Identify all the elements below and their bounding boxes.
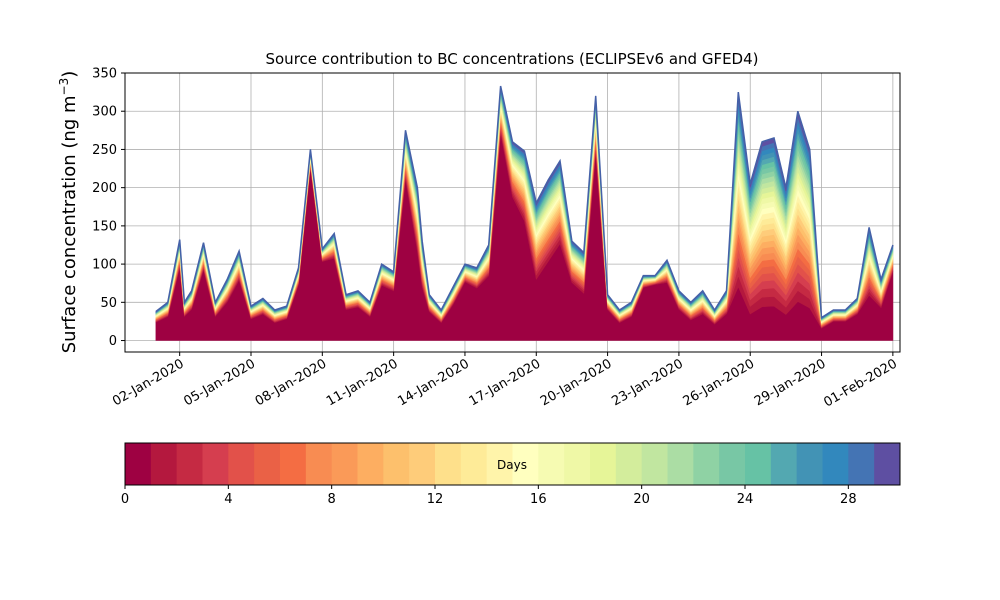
colorbar-cell-14 bbox=[486, 443, 513, 485]
colorbar: Days 0 4 8 12 16 20 24 28 bbox=[121, 442, 901, 507]
colorbar-cell-0 bbox=[125, 443, 152, 485]
colorbar-cell-4 bbox=[228, 443, 255, 485]
colorbar-cell-18 bbox=[590, 443, 617, 485]
total-line-group bbox=[155, 85, 894, 319]
x-tick-label: 11-Jan-2020 bbox=[324, 356, 401, 409]
colorbar-cell-20 bbox=[641, 443, 668, 485]
y-tick-label: 200 bbox=[92, 181, 117, 196]
colorbar-cells bbox=[125, 443, 901, 485]
colorbar-cell-29 bbox=[874, 443, 901, 485]
colorbar-cell-12 bbox=[435, 443, 462, 485]
colorbar-tick-label: 12 bbox=[427, 492, 444, 507]
colorbar-cell-1 bbox=[150, 443, 178, 485]
y-axis-label-close: ) bbox=[59, 71, 80, 78]
x-tick-label: 01-Feb-2020 bbox=[821, 356, 900, 410]
x-axis: 02-Jan-202005-Jan-202008-Jan-202011-Jan-… bbox=[110, 352, 900, 410]
x-tick-label: 05-Jan-2020 bbox=[181, 356, 258, 409]
colorbar-cell-7 bbox=[305, 443, 333, 485]
colorbar-cell-22 bbox=[693, 443, 720, 485]
colorbar-ticks: 0 4 8 12 16 20 24 28 bbox=[121, 485, 857, 507]
area-plot: 0 50 100 150 200 250 300 350 02-Jan-202005-Jan-… bbox=[92, 67, 901, 410]
colorbar-tick-label: 4 bbox=[224, 492, 232, 507]
total-line bbox=[155, 85, 894, 319]
colorbar-tick-label: 8 bbox=[328, 492, 336, 507]
colorbar-cell-2 bbox=[176, 443, 203, 485]
colorbar-cell-26 bbox=[796, 443, 823, 485]
colorbar-cell-8 bbox=[331, 443, 358, 485]
y-tick-label: 300 bbox=[92, 105, 117, 120]
y-tick-label: 50 bbox=[100, 296, 117, 311]
y-axis-label: Surface concentration (ng m−3) bbox=[57, 71, 80, 354]
x-tick-label: 26-Jan-2020 bbox=[681, 356, 758, 409]
colorbar-cell-25 bbox=[770, 443, 798, 485]
colorbar-cell-16 bbox=[538, 443, 565, 485]
colorbar-cell-15 bbox=[512, 443, 539, 485]
colorbar-tick-label: 0 bbox=[121, 492, 129, 507]
colorbar-frame bbox=[124, 442, 901, 486]
x-tick-label: 02-Jan-2020 bbox=[110, 356, 187, 409]
x-tick-label: 08-Jan-2020 bbox=[253, 356, 330, 409]
colorbar-cell-13 bbox=[460, 443, 488, 485]
y-tick-label: 150 bbox=[92, 219, 117, 234]
colorbar-tick-label: 16 bbox=[530, 492, 547, 507]
colorbar-cell-17 bbox=[564, 443, 591, 485]
y-tick-label: 0 bbox=[109, 334, 117, 349]
colorbar-cell-10 bbox=[383, 443, 410, 485]
chart-title: Source contribution to BC concentrations… bbox=[265, 50, 758, 68]
colorbar-tick-label: 24 bbox=[737, 492, 754, 507]
colorbar-cell-28 bbox=[848, 443, 875, 485]
x-tick-label: 29-Jan-2020 bbox=[752, 356, 829, 409]
y-tick-label: 350 bbox=[92, 67, 117, 82]
x-tick-label: 23-Jan-2020 bbox=[609, 356, 686, 409]
colorbar-label: Days bbox=[497, 458, 527, 472]
x-tick-label: 17-Jan-2020 bbox=[467, 356, 544, 409]
colorbar-cell-5 bbox=[254, 443, 281, 485]
colorbar-tick-label: 28 bbox=[840, 492, 857, 507]
colorbar-cell-3 bbox=[202, 443, 229, 485]
y-tick-label: 250 bbox=[92, 143, 117, 158]
y-axis: 0 50 100 150 200 250 300 350 bbox=[92, 67, 125, 349]
y-axis-label-superscript: −3 bbox=[57, 78, 71, 96]
x-tick-label: 20-Jan-2020 bbox=[538, 356, 615, 409]
colorbar-cell-27 bbox=[822, 443, 849, 485]
x-tick-label: 14-Jan-2020 bbox=[395, 356, 472, 409]
y-axis-label-main: Surface concentration (ng m bbox=[59, 95, 80, 353]
colorbar-tick-label: 20 bbox=[633, 492, 650, 507]
plot-frame bbox=[124, 72, 901, 353]
colorbar-cell-6 bbox=[280, 443, 307, 485]
colorbar-cell-24 bbox=[745, 443, 772, 485]
colorbar-cell-9 bbox=[357, 443, 384, 485]
colorbar-cell-11 bbox=[409, 443, 436, 485]
colorbar-cell-19 bbox=[615, 443, 643, 485]
y-tick-label: 100 bbox=[92, 258, 117, 273]
colorbar-cell-23 bbox=[719, 443, 746, 485]
colorbar-cell-21 bbox=[667, 443, 694, 485]
